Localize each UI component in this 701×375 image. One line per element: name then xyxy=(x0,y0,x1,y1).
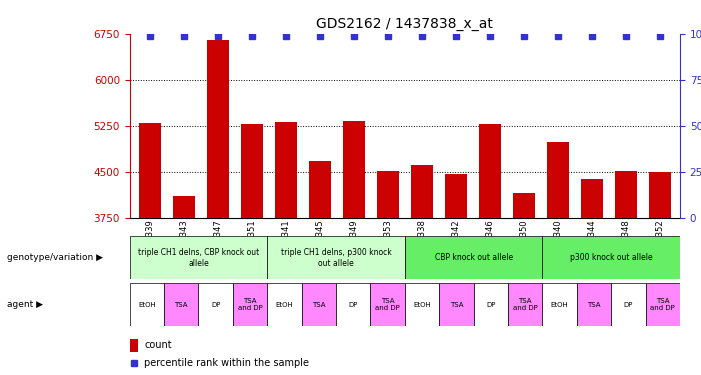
FancyBboxPatch shape xyxy=(267,283,301,326)
Bar xyxy=(547,142,569,218)
Bar xyxy=(343,121,365,218)
Text: EtOH: EtOH xyxy=(275,302,293,307)
Text: triple CH1 delns, CBP knock out
allele: triple CH1 delns, CBP knock out allele xyxy=(138,248,259,267)
Bar xyxy=(580,179,603,218)
FancyBboxPatch shape xyxy=(130,236,267,279)
Text: TSA: TSA xyxy=(587,302,601,307)
Text: DP: DP xyxy=(348,302,358,307)
FancyBboxPatch shape xyxy=(440,283,474,326)
Bar xyxy=(648,172,671,217)
Bar xyxy=(615,171,637,217)
Text: count: count xyxy=(144,340,172,350)
FancyBboxPatch shape xyxy=(301,283,336,326)
Text: TSA
and DP: TSA and DP xyxy=(651,298,675,311)
FancyBboxPatch shape xyxy=(233,283,267,326)
FancyBboxPatch shape xyxy=(543,236,680,279)
FancyBboxPatch shape xyxy=(405,283,440,326)
FancyBboxPatch shape xyxy=(130,283,164,326)
Text: triple CH1 delns, p300 knock
out allele: triple CH1 delns, p300 knock out allele xyxy=(280,248,391,267)
Bar xyxy=(309,160,331,218)
Text: TSA: TSA xyxy=(175,302,188,307)
Bar xyxy=(207,40,229,218)
FancyBboxPatch shape xyxy=(474,283,508,326)
Title: GDS2162 / 1437838_x_at: GDS2162 / 1437838_x_at xyxy=(316,17,494,32)
Text: percentile rank within the sample: percentile rank within the sample xyxy=(144,358,309,368)
FancyBboxPatch shape xyxy=(508,283,543,326)
Bar xyxy=(275,122,297,218)
Text: EtOH: EtOH xyxy=(413,302,431,307)
Text: EtOH: EtOH xyxy=(138,302,156,307)
FancyBboxPatch shape xyxy=(577,283,611,326)
Text: p300 knock out allele: p300 knock out allele xyxy=(570,254,653,262)
Text: EtOH: EtOH xyxy=(551,302,569,307)
Text: DP: DP xyxy=(211,302,220,307)
FancyBboxPatch shape xyxy=(611,283,646,326)
Text: TSA
and DP: TSA and DP xyxy=(238,298,262,311)
FancyBboxPatch shape xyxy=(336,283,370,326)
Text: TSA: TSA xyxy=(312,302,325,307)
FancyBboxPatch shape xyxy=(646,283,680,326)
FancyBboxPatch shape xyxy=(198,283,233,326)
Text: TSA
and DP: TSA and DP xyxy=(513,298,538,311)
Text: TSA
and DP: TSA and DP xyxy=(375,298,400,311)
Bar xyxy=(139,123,161,218)
Bar xyxy=(173,196,195,217)
FancyBboxPatch shape xyxy=(164,283,198,326)
FancyBboxPatch shape xyxy=(370,283,405,326)
FancyBboxPatch shape xyxy=(267,236,405,279)
Text: agent ▶: agent ▶ xyxy=(7,300,43,309)
Text: DP: DP xyxy=(624,302,633,307)
Bar xyxy=(512,193,535,217)
FancyBboxPatch shape xyxy=(405,236,543,279)
Text: DP: DP xyxy=(486,302,496,307)
Bar xyxy=(130,339,138,352)
Bar xyxy=(479,124,501,217)
Bar xyxy=(411,165,433,218)
Text: genotype/variation ▶: genotype/variation ▶ xyxy=(7,254,103,262)
FancyBboxPatch shape xyxy=(543,283,577,326)
Text: CBP knock out allele: CBP knock out allele xyxy=(435,254,512,262)
Bar xyxy=(444,174,467,217)
Bar xyxy=(241,124,263,217)
Text: TSA: TSA xyxy=(449,302,463,307)
Bar xyxy=(377,171,399,217)
